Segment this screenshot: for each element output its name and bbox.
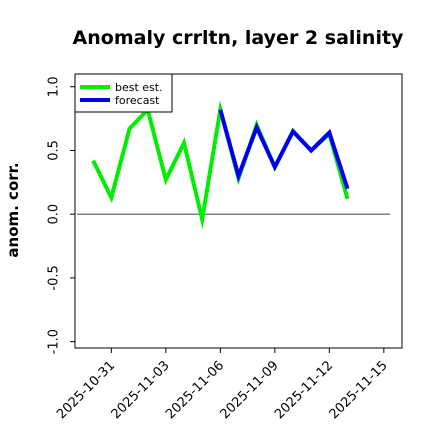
y-tick-label: 0.0 [47,204,62,225]
y-tick-label: 0.5 [47,140,62,161]
y-axis-label: anom. corr. [4,162,22,257]
y-axis: -1.0 -0.5 0.0 0.5 1.0 [47,76,75,354]
x-axis: 2025-10-312025-11-032025-11-062025-11-09… [54,348,391,422]
series-line-forecast [218,109,350,190]
y-tick-label: 1.0 [47,76,62,97]
chart-title: Anomaly crrltn, layer 2 salinity [73,27,404,49]
x-tick-label: 2025-11-15 [327,358,391,422]
y-tick-label: -1.0 [47,329,62,354]
y-tick-label: -0.5 [47,265,62,290]
plot-frame [74,73,403,349]
series-line-best-est [91,100,350,230]
legend-label-best-est: best est. [115,81,163,94]
legend-label-forecast: forecast [115,94,160,107]
legend: best est. forecast [74,73,173,113]
plot-area [77,100,390,230]
